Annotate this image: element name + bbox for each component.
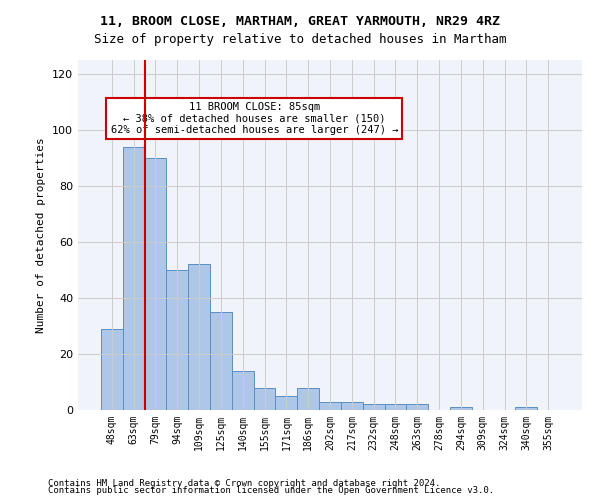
Bar (232, 371, 254, 410)
Bar (210, 312, 232, 410)
Bar (275, 396, 297, 410)
Bar (406, 404, 428, 410)
Bar (319, 402, 341, 410)
Bar (123, 147, 145, 410)
Bar (385, 404, 406, 410)
Bar (254, 388, 275, 410)
Bar (515, 407, 537, 410)
Text: 11, BROOM CLOSE, MARTHAM, GREAT YARMOUTH, NR29 4RZ: 11, BROOM CLOSE, MARTHAM, GREAT YARMOUTH… (100, 15, 500, 28)
Y-axis label: Number of detached properties: Number of detached properties (37, 137, 46, 333)
Text: Size of property relative to detached houses in Martham: Size of property relative to detached ho… (94, 32, 506, 46)
Bar (188, 264, 210, 410)
Bar (450, 407, 472, 410)
Bar (166, 270, 188, 410)
Bar (297, 388, 319, 410)
Bar (341, 402, 363, 410)
Text: Contains HM Land Registry data © Crown copyright and database right 2024.: Contains HM Land Registry data © Crown c… (48, 478, 440, 488)
Text: 11 BROOM CLOSE: 85sqm
← 38% of detached houses are smaller (150)
62% of semi-det: 11 BROOM CLOSE: 85sqm ← 38% of detached … (110, 102, 398, 135)
Bar (101, 329, 123, 410)
Bar (145, 158, 166, 410)
Bar (363, 404, 385, 410)
Text: Contains public sector information licensed under the Open Government Licence v3: Contains public sector information licen… (48, 486, 494, 495)
